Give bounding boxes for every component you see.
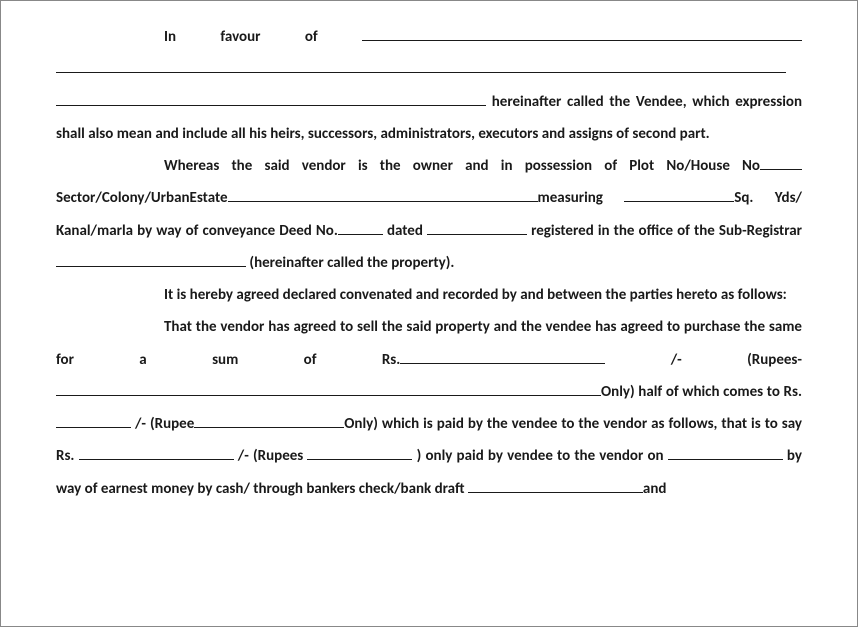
blank-area[interactable] xyxy=(624,189,734,203)
blank-instrument[interactable] xyxy=(468,479,643,493)
text-dated: dated xyxy=(383,222,427,240)
blank-plot-no[interactable] xyxy=(760,157,802,171)
blank-deed-no[interactable] xyxy=(338,221,383,235)
text-whereas-owner: Whereas the said vendor is the owner and… xyxy=(164,157,760,175)
text-rupee-open: /- (Rupee xyxy=(131,415,194,433)
document-page: In favour of hereinafter called the Vend… xyxy=(0,0,858,627)
blank-paid-rs[interactable] xyxy=(79,447,234,461)
blank-half-rs[interactable] xyxy=(56,415,131,429)
blank-vendee-name-3[interactable] xyxy=(56,92,486,106)
text-registered: registered in the office of the Sub-Regi… xyxy=(527,222,802,240)
text-measuring: measuring xyxy=(538,189,625,207)
text-hereby-agreed: It is hereby agreed declared convenated … xyxy=(164,286,787,304)
deed-body: In favour of hereinafter called the Vend… xyxy=(56,21,802,505)
blank-sector[interactable] xyxy=(228,189,538,203)
blank-total-rs[interactable] xyxy=(400,350,605,364)
blank-paid-words[interactable] xyxy=(307,447,412,461)
blank-paid-date[interactable] xyxy=(668,447,783,461)
blank-sub-registrar[interactable] xyxy=(56,253,246,267)
text-only-paid-on: ) only paid by vendee to the vendor on xyxy=(412,447,667,465)
text-and: and xyxy=(643,480,667,498)
blank-dated[interactable] xyxy=(427,221,527,235)
blank-half-words[interactable] xyxy=(194,415,344,429)
blank-rupees-words[interactable] xyxy=(56,382,601,396)
blank-vendee-name-1[interactable] xyxy=(362,28,802,42)
text-sector-colony: Sector/Colony/UrbanEstate xyxy=(56,189,228,207)
text-rupees-dash: /- (Rupees- xyxy=(605,351,802,369)
text-in-favour-of: In favour of xyxy=(164,28,362,46)
text-hereinafter-property: (hereinafter called the property). xyxy=(246,254,454,272)
blank-vendee-name-2[interactable] xyxy=(56,60,786,74)
text-only-half: Only) half of which comes to Rs. xyxy=(601,383,802,401)
text-slash-rupees: /- (Rupees xyxy=(234,447,308,465)
